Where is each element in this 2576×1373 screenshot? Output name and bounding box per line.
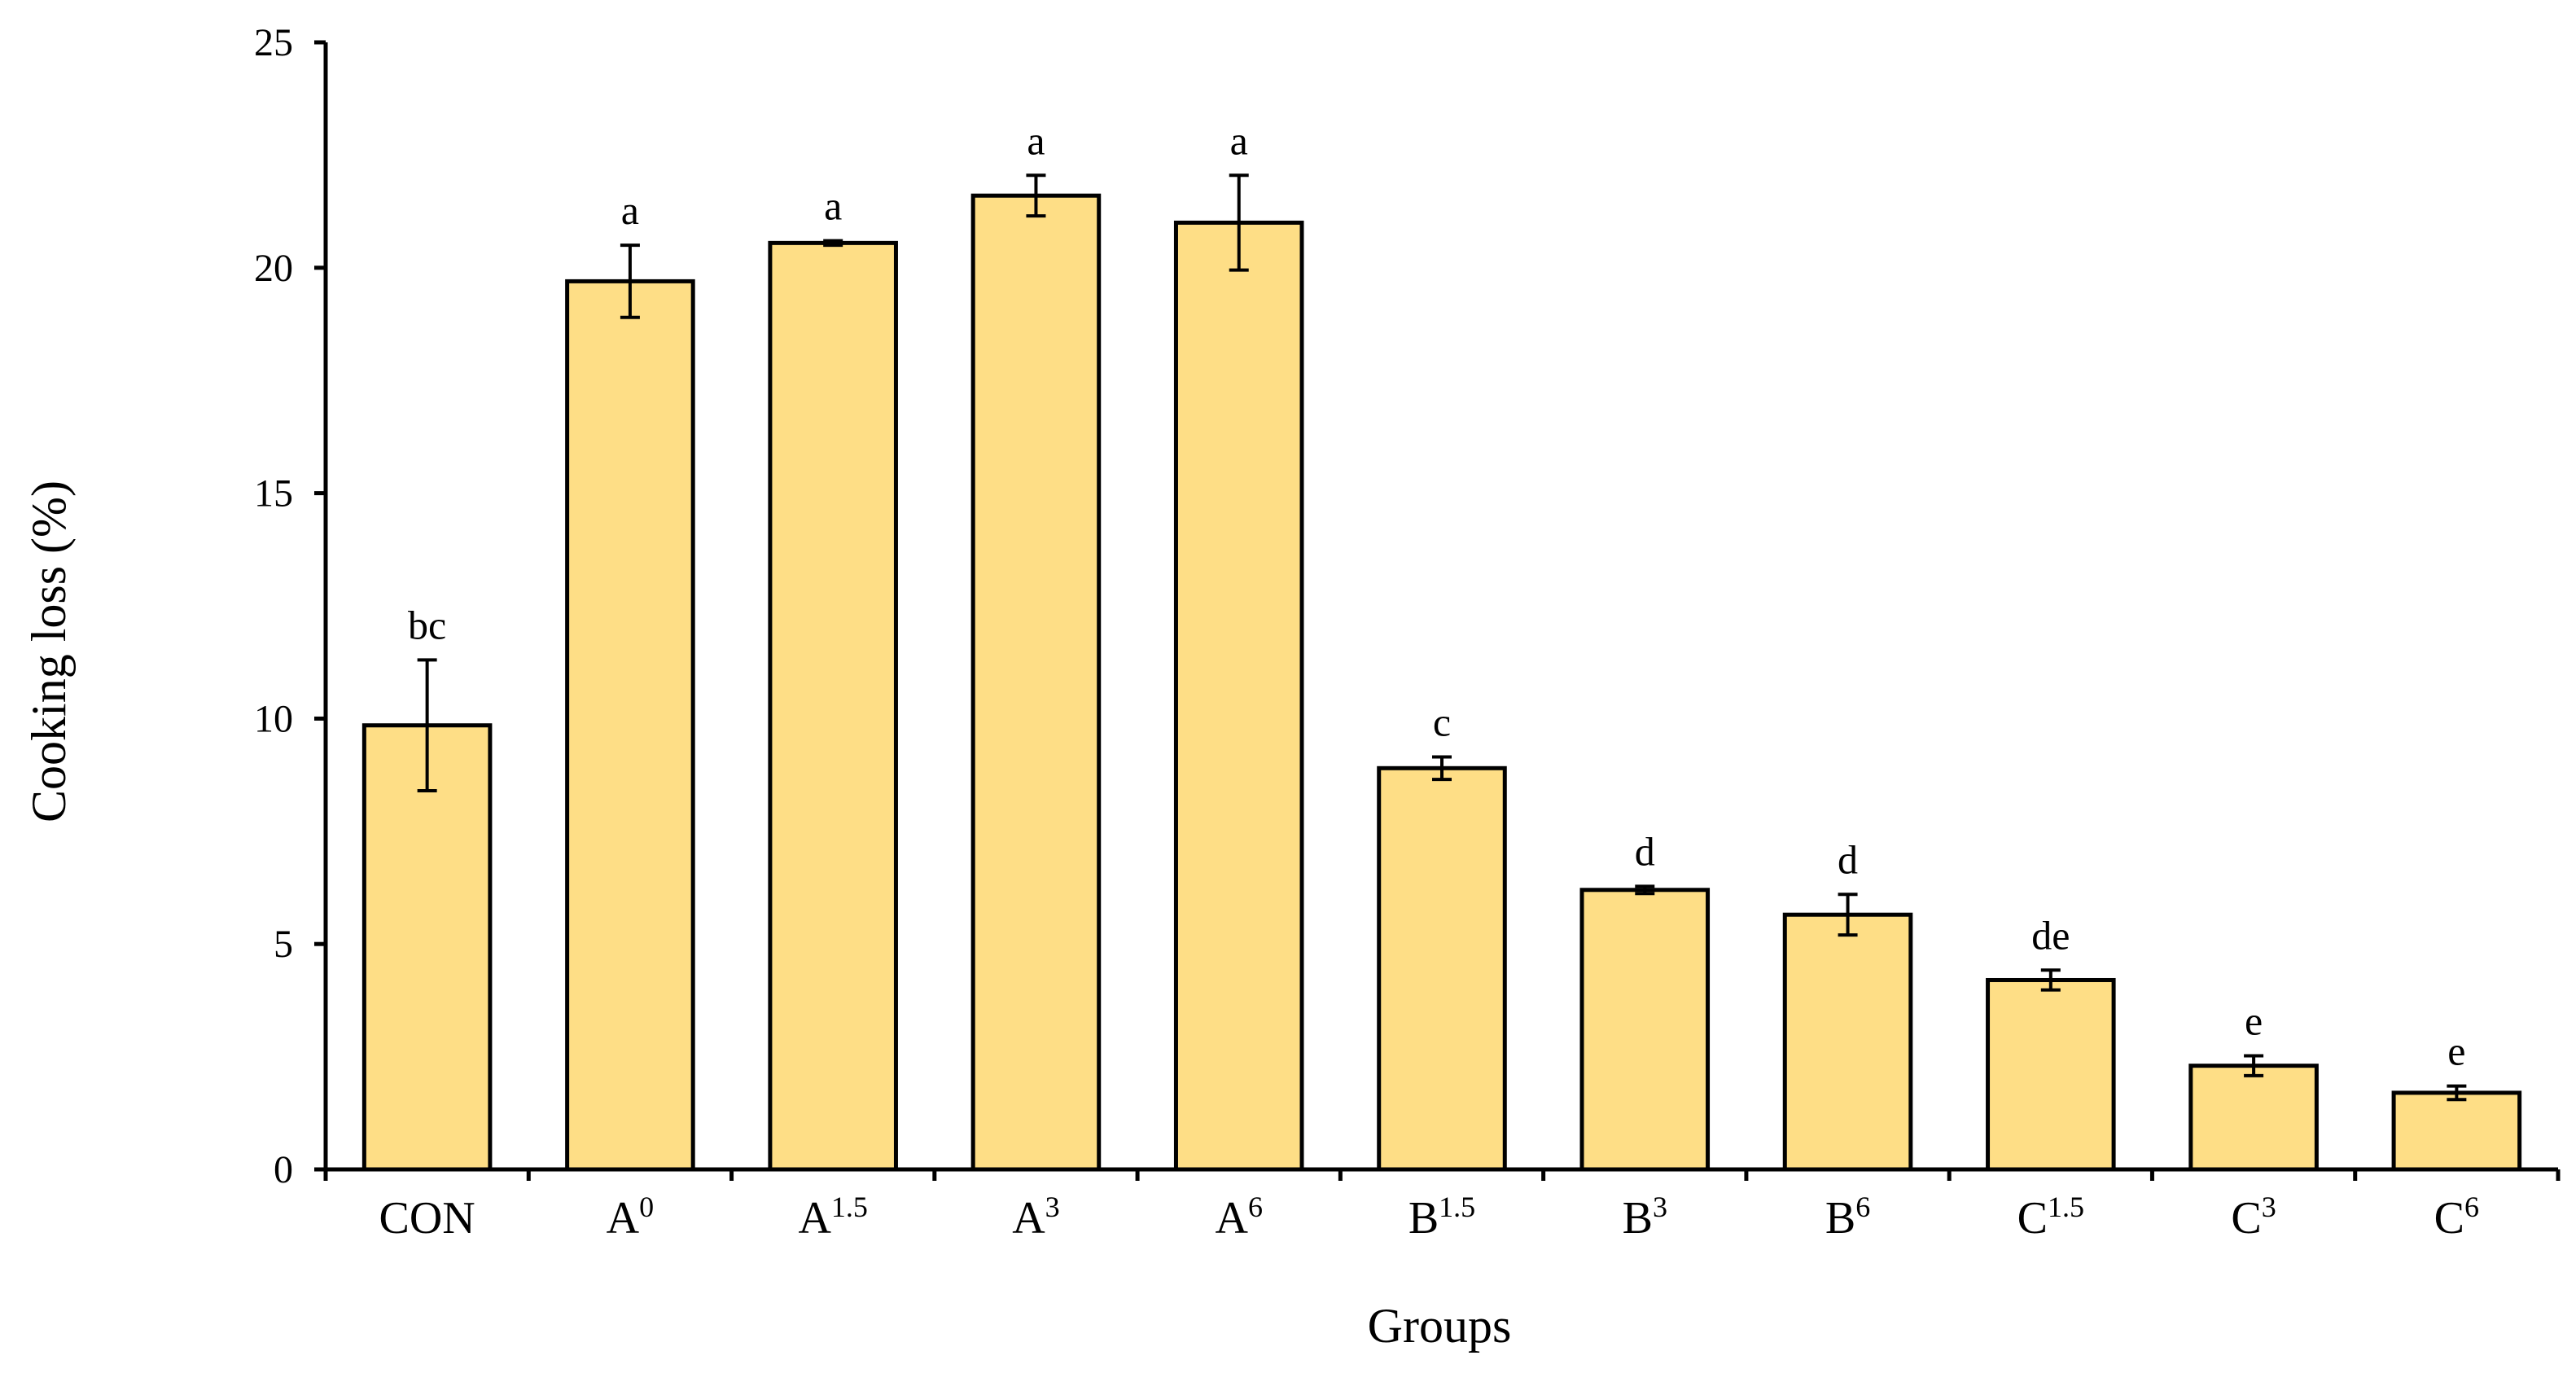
category-label: B3 [1623, 1191, 1667, 1244]
category-superscript: 1.5 [2048, 1191, 2084, 1223]
category-superscript: 0 [639, 1191, 654, 1223]
category-base: A [798, 1193, 831, 1244]
category-base: C [2231, 1193, 2261, 1244]
significance-label: d [1635, 828, 1655, 874]
ticks-layer [314, 40, 2561, 1181]
category-label: A1.5 [798, 1191, 867, 1244]
bar [1782, 912, 1913, 1172]
category-superscript: 6 [1248, 1191, 1263, 1223]
significance-label: e [2245, 998, 2263, 1043]
bars-layer [361, 173, 2522, 1172]
category-label: A3 [1012, 1191, 1059, 1244]
bar [1173, 220, 1304, 1172]
category-superscript: 6 [2464, 1191, 2479, 1223]
category-base: C [2017, 1193, 2048, 1244]
category-base: B [1623, 1193, 1653, 1244]
significance-label: e [2447, 1029, 2465, 1074]
significance-label: bc [408, 602, 446, 647]
significance-label: a [1230, 117, 1248, 163]
category-label: B6 [1825, 1191, 1870, 1244]
significance-label: a [621, 187, 639, 233]
y-axis-title: Cooking loss (%) [22, 480, 76, 822]
axes-layer [323, 42, 2558, 1172]
bar [1986, 977, 2116, 1172]
bar [2188, 1064, 2319, 1172]
category-superscript: 3 [2262, 1191, 2276, 1223]
category-label: A0 [607, 1191, 654, 1244]
category-base: A [1012, 1193, 1045, 1244]
y-tick-label: 10 [254, 697, 293, 740]
category-superscript: 3 [1653, 1191, 1667, 1223]
category-base: A [607, 1193, 640, 1244]
category-base: B [1825, 1193, 1855, 1244]
bar [565, 279, 695, 1172]
significance-label: de [2031, 912, 2070, 958]
category-label: A6 [1216, 1191, 1263, 1244]
bar [361, 723, 493, 1172]
category-superscript: 1.5 [1439, 1191, 1475, 1223]
y-tick-label: 25 [254, 21, 293, 64]
category-label: C3 [2231, 1191, 2276, 1244]
y-tick-label: 15 [254, 472, 293, 515]
significance-label: d [1838, 836, 1858, 882]
category-label: C6 [2434, 1191, 2479, 1244]
y-tick-label: 0 [274, 1148, 293, 1191]
category-superscript: 6 [1855, 1191, 1870, 1223]
y-tick-label: 20 [254, 247, 293, 290]
category-base: A [1216, 1193, 1249, 1244]
bar [1579, 888, 1711, 1172]
y-tick-label: 5 [274, 923, 293, 966]
category-label: C1.5 [2017, 1191, 2084, 1244]
bar [2391, 1090, 2522, 1172]
category-base: C [2434, 1193, 2464, 1244]
category-superscript: 3 [1045, 1191, 1060, 1223]
significance-label: a [1027, 117, 1045, 163]
bar [970, 193, 1102, 1172]
bar [768, 240, 898, 1172]
category-label: CON [379, 1193, 475, 1244]
category-base: B [1408, 1193, 1439, 1244]
category-base: CON [379, 1193, 475, 1244]
x-axis-title: Groups [1368, 1299, 1512, 1353]
category-superscript: 1.5 [831, 1191, 868, 1223]
category-label: B1.5 [1408, 1191, 1475, 1244]
labels-layer: 0510152025bcCONaA0aA1.5aA3aA6cB1.5dB3dB6… [254, 21, 2479, 1244]
significance-label: c [1433, 699, 1451, 744]
bar [1377, 765, 1507, 1172]
significance-label: a [824, 183, 842, 229]
